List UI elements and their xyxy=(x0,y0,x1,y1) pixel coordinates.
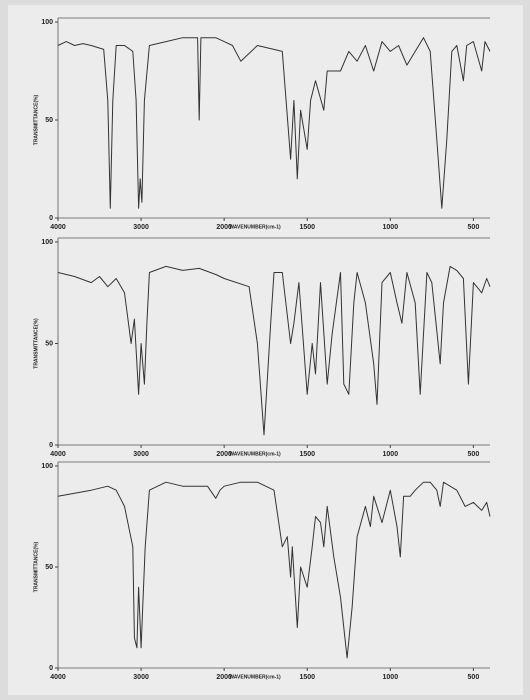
y-tick-label: 0 xyxy=(49,665,53,672)
x-tick-label: 500 xyxy=(468,451,480,458)
y-tick-label: 100 xyxy=(41,463,53,470)
y-tick-label: 0 xyxy=(49,215,53,222)
y-tick-label: 50 xyxy=(45,340,53,347)
x-tick-label: 500 xyxy=(468,224,480,231)
y-tick-label: 100 xyxy=(41,239,53,246)
y-tick-label: 100 xyxy=(41,19,53,26)
x-tick-label: 1000 xyxy=(383,451,399,458)
x-axis-label: WAVENUMBER(cm-1) xyxy=(229,451,281,457)
x-tick-label: 2000 xyxy=(216,451,232,458)
y-axis-label: TRANSMITTANCE(%) xyxy=(33,94,39,145)
spectrum-line xyxy=(57,265,491,436)
x-tick-label: 1500 xyxy=(299,674,315,681)
spectrum-line xyxy=(57,481,491,659)
x-tick-label: 1000 xyxy=(383,674,399,681)
x-tick-label: 1500 xyxy=(299,224,315,231)
x-tick-label: 4000 xyxy=(50,224,66,231)
y-axis-label: TRANSMITTANCE(%) xyxy=(33,541,39,592)
x-tick-label: 4000 xyxy=(50,451,66,458)
x-tick-label: 3000 xyxy=(133,451,149,458)
x-tick-label: 1000 xyxy=(383,224,399,231)
x-tick-label: 2000 xyxy=(216,674,232,681)
x-axis-label: WAVENUMBER(cm-1) xyxy=(229,674,281,680)
x-tick-label: 3000 xyxy=(133,674,149,681)
y-tick-label: 50 xyxy=(45,117,53,124)
y-axis-label: TRANSMITTANCE(%) xyxy=(33,318,39,369)
y-tick-label: 50 xyxy=(45,564,53,571)
x-tick-label: 1500 xyxy=(299,451,315,458)
spectrum-line xyxy=(57,37,491,209)
x-tick-label: 3000 xyxy=(133,224,149,231)
x-tick-label: 500 xyxy=(468,674,480,681)
y-tick-label: 0 xyxy=(49,442,53,449)
x-axis-label: WAVENUMBER(cm-1) xyxy=(229,224,281,230)
paper xyxy=(8,5,523,695)
x-tick-label: 4000 xyxy=(50,674,66,681)
x-tick-label: 2000 xyxy=(216,224,232,231)
